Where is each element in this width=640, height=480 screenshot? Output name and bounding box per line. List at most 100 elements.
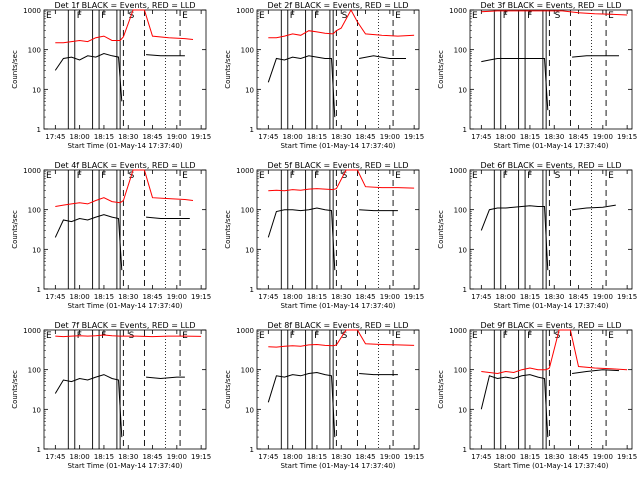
plot-frame bbox=[469, 9, 633, 130]
y-axis-label: Counts/sec bbox=[437, 50, 445, 89]
y-axis-label: Counts/sec bbox=[224, 210, 232, 249]
x-tick-label: 18:15 bbox=[94, 453, 114, 461]
y-tick-label: 100 bbox=[28, 47, 41, 55]
y-tick-label: 10 bbox=[245, 246, 254, 254]
plot-frame bbox=[43, 169, 207, 290]
x-tick-label: 18:30 bbox=[118, 293, 138, 301]
y-tick-label: 10 bbox=[32, 86, 41, 94]
flag-label: E bbox=[472, 171, 478, 181]
x-axis-label: Start Time (01-May-14 17:37:40) bbox=[493, 142, 608, 150]
events-series-line bbox=[267, 207, 336, 271]
x-axis-label: Start Time (01-May-14 17:37:40) bbox=[67, 302, 182, 310]
y-tick-label: 1 bbox=[463, 446, 467, 454]
x-tick-label: 18:15 bbox=[520, 293, 540, 301]
y-tick-label: 1 bbox=[463, 126, 467, 134]
y-tick-label: 1 bbox=[37, 286, 41, 294]
events-series-line bbox=[359, 209, 398, 212]
x-tick-label: 19:15 bbox=[191, 133, 211, 141]
detector-panel: Det 4f BLACK = Events, RED = LLD 1 10 100 10… bbox=[11, 161, 211, 310]
plot-frame bbox=[256, 169, 420, 290]
lld-series-line bbox=[55, 9, 194, 44]
flag-label: F bbox=[290, 11, 295, 21]
x-tick-label: 19:00 bbox=[167, 453, 187, 461]
x-axis-label: Start Time (01-May-14 17:37:40) bbox=[280, 302, 395, 310]
x-axis-label: Start Time (01-May-14 17:37:40) bbox=[493, 302, 608, 310]
x-tick-label: 18:00 bbox=[283, 453, 303, 461]
y-tick-label: 1 bbox=[37, 126, 41, 134]
plot-frame bbox=[469, 169, 633, 290]
events-series-line bbox=[480, 374, 549, 438]
detector-panel: Det 5f BLACK = Events, RED = LLD 1 10 100 10… bbox=[224, 161, 424, 310]
x-tick-label: 19:15 bbox=[404, 133, 424, 141]
x-tick-label: 18:30 bbox=[331, 453, 351, 461]
y-tick-label: 1000 bbox=[23, 7, 41, 15]
flag-label: S bbox=[555, 11, 561, 21]
flag-label: S bbox=[342, 331, 348, 341]
y-tick-label: 1 bbox=[250, 126, 254, 134]
events-series-line bbox=[146, 216, 190, 219]
flag-label: S bbox=[342, 171, 348, 181]
x-tick-label: 18:30 bbox=[118, 453, 138, 461]
y-tick-label: 1000 bbox=[23, 167, 41, 175]
x-tick-label: 18:00 bbox=[283, 133, 303, 141]
x-tick-label: 18:45 bbox=[142, 453, 162, 461]
events-series-line bbox=[572, 55, 619, 58]
y-axis-label: Counts/sec bbox=[224, 50, 232, 89]
flag-label: F bbox=[527, 171, 532, 181]
events-series-line bbox=[481, 58, 549, 111]
x-tick-label: 18:00 bbox=[283, 293, 303, 301]
x-tick-label: 17:45 bbox=[258, 453, 278, 461]
y-tick-label: 100 bbox=[28, 207, 41, 215]
y-tick-label: 10 bbox=[458, 406, 467, 414]
detector-panel: Det 1f BLACK = Events, RED = LLD 1 10 100 10… bbox=[11, 1, 211, 150]
lld-series-line bbox=[268, 329, 415, 348]
detector-panel: Det 8f BLACK = Events, RED = LLD 1 10 100 10… bbox=[224, 321, 424, 470]
x-tick-label: 18:15 bbox=[520, 133, 540, 141]
x-tick-label: 18:30 bbox=[331, 293, 351, 301]
events-series-line bbox=[146, 376, 185, 380]
lld-series-line bbox=[55, 169, 194, 207]
lld-series-line bbox=[55, 334, 202, 338]
y-tick-label: 1 bbox=[250, 286, 254, 294]
events-series-line bbox=[359, 55, 406, 59]
flag-label: F bbox=[503, 171, 508, 181]
x-tick-label: 19:00 bbox=[380, 293, 400, 301]
detector-panel: Det 3f BLACK = Events, RED = LLD 1 10 100 10… bbox=[437, 1, 637, 150]
y-axis-label: Counts/sec bbox=[224, 370, 232, 409]
flag-label: E bbox=[395, 11, 401, 21]
flag-label: F bbox=[77, 11, 82, 21]
x-tick-label: 19:15 bbox=[404, 453, 424, 461]
flag-label: F bbox=[314, 331, 319, 341]
events-series-line bbox=[480, 205, 549, 271]
events-series-line bbox=[54, 214, 123, 271]
x-tick-label: 17:45 bbox=[471, 133, 491, 141]
x-tick-label: 18:15 bbox=[94, 293, 114, 301]
panel-title: Det 9f BLACK = Events, RED = LLD bbox=[480, 321, 621, 330]
y-tick-label: 100 bbox=[241, 367, 254, 375]
x-tick-label: 18:45 bbox=[142, 293, 162, 301]
x-axis-label: Start Time (01-May-14 17:37:40) bbox=[67, 462, 182, 470]
x-tick-label: 17:45 bbox=[258, 293, 278, 301]
x-tick-label: 18:45 bbox=[568, 293, 588, 301]
x-tick-label: 19:00 bbox=[593, 293, 613, 301]
events-series-line bbox=[267, 371, 336, 438]
x-tick-label: 18:15 bbox=[307, 453, 327, 461]
flag-label: E bbox=[259, 331, 265, 341]
x-tick-label: 18:30 bbox=[544, 453, 564, 461]
lld-series-line bbox=[268, 169, 415, 192]
y-axis-label: Counts/sec bbox=[11, 50, 19, 89]
events-series-line bbox=[572, 204, 616, 211]
y-tick-label: 1 bbox=[37, 446, 41, 454]
x-tick-label: 18:00 bbox=[70, 453, 90, 461]
y-tick-label: 10 bbox=[245, 86, 254, 94]
x-tick-label: 19:15 bbox=[617, 133, 637, 141]
x-tick-label: 19:15 bbox=[191, 293, 211, 301]
flag-label: F bbox=[101, 171, 106, 181]
flag-label: E bbox=[46, 331, 52, 341]
y-tick-label: 1 bbox=[463, 286, 467, 294]
events-series-line bbox=[54, 52, 123, 102]
y-tick-label: 1000 bbox=[449, 7, 467, 15]
flag-label: E bbox=[259, 171, 265, 181]
events-series-line bbox=[54, 374, 123, 438]
